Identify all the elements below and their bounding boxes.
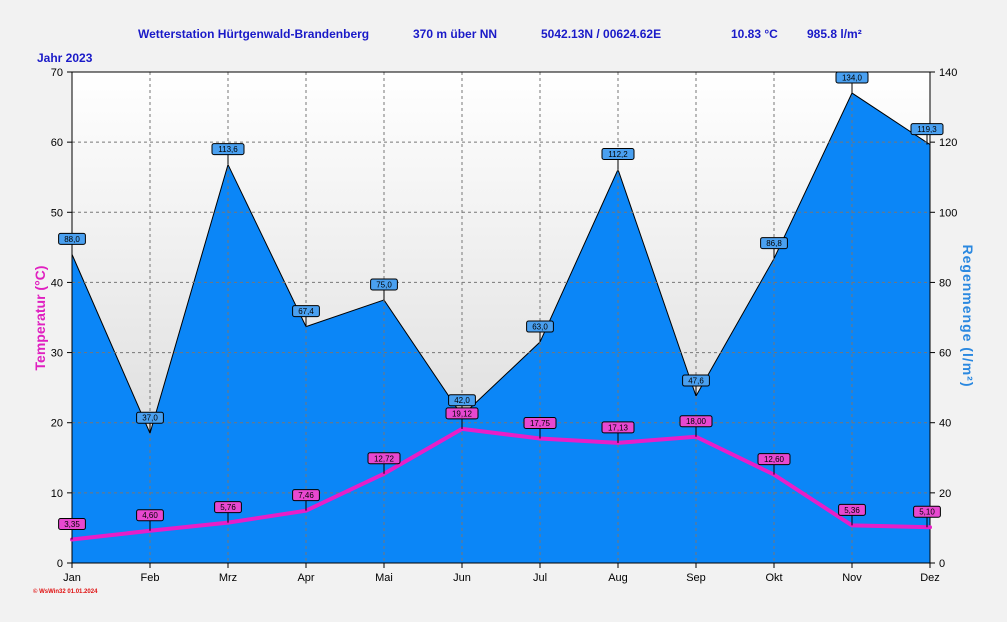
rainfall-data-label-box <box>682 374 710 387</box>
temperature-data-label-box <box>601 421 635 434</box>
temperature-data-label: 5,10 <box>919 508 935 517</box>
temperature-data-label: 5,76 <box>220 503 236 512</box>
rainfall-data-label-box <box>448 394 476 407</box>
x-axis-tick-label: Okt <box>765 572 782 584</box>
rainfall-data-label-box <box>58 232 86 245</box>
total-rainfall: 985.8 l/m² <box>807 27 862 41</box>
rainfall-data-label: 47,6 <box>688 377 704 386</box>
temperature-data-label: 12,60 <box>764 455 785 464</box>
x-axis-tick-label: Dez <box>920 572 940 584</box>
rainfall-data-label: 67,4 <box>298 307 314 316</box>
rainfall-data-label-box <box>835 71 869 84</box>
station-coordinates: 5042.13N / 00624.62E <box>541 27 662 41</box>
x-axis-tick-label: Mrz <box>219 572 237 584</box>
right-axis-tick-label: 60 <box>939 348 951 360</box>
temperature-data-label: 3,35 <box>64 520 80 529</box>
temperature-data-label: 12,72 <box>374 454 395 463</box>
rainfall-data-label: 113,6 <box>218 145 238 154</box>
chart-header: Wetterstation Hürtgenwald-Brandenberg 37… <box>0 27 1007 43</box>
right-axis-tick-label: 120 <box>939 137 957 149</box>
temperature-data-label: 5,36 <box>844 506 860 515</box>
temperature-data-label-box <box>214 501 242 514</box>
x-axis-tick-label: Aug <box>608 572 628 584</box>
year-label: Jahr 2023 <box>37 51 93 65</box>
temperature-data-label-box <box>679 415 713 428</box>
rainfall-data-label-box <box>211 143 245 156</box>
rainfall-data-label: 86,8 <box>766 239 782 248</box>
footer-credit: © WsWin32 01.01.2024 <box>33 589 98 595</box>
temperature-data-label: 4,60 <box>142 511 158 520</box>
temperature-data-label-box <box>58 518 86 531</box>
temperature-data-label-box <box>292 489 320 502</box>
rainfall-data-label: 75,0 <box>376 280 392 289</box>
station-name: Wetterstation Hürtgenwald-Brandenberg <box>138 27 370 41</box>
temperature-data-label: 17,13 <box>608 423 629 432</box>
left-axis-tick-label: 60 <box>51 137 63 149</box>
temperature-data-label: 7,46 <box>298 491 314 500</box>
temperature-data-label-box <box>838 503 866 516</box>
rainfall-data-label-box <box>370 278 398 291</box>
temperature-data-label: 18,00 <box>686 417 707 426</box>
left-axis-tick-label: 20 <box>51 418 63 430</box>
right-axis-tick-label: 100 <box>939 207 957 219</box>
rainfall-data-label: 112,2 <box>608 150 628 159</box>
rainfall-data-label-box <box>526 320 554 333</box>
right-axis-tick-label: 140 <box>939 67 957 79</box>
rainfall-data-label: 42,0 <box>454 396 470 405</box>
temperature-data-label-box <box>913 505 941 518</box>
temperature-data-label-box <box>136 509 164 522</box>
rainfall-data-label: 134,0 <box>842 74 863 83</box>
temperature-data-label-box <box>445 407 479 420</box>
x-axis-tick-label: Feb <box>141 572 160 584</box>
rainfall-outline <box>71 92 931 435</box>
x-axis-tick-label: Nov <box>842 572 862 584</box>
plot-border <box>71 71 931 564</box>
temperature-line <box>70 426 932 542</box>
x-axis-tick-label: Jan <box>63 572 81 584</box>
x-axis-tick-label: Apr <box>297 572 314 584</box>
x-axis-tick-label: Mai <box>375 572 393 584</box>
rainfall-data-label-box <box>601 147 635 160</box>
left-axis-tick-label: 10 <box>51 488 63 500</box>
rainfall-data-label-box <box>910 123 944 136</box>
temperature-data-label-box <box>523 416 557 429</box>
right-axis-tick-label: 20 <box>939 488 951 500</box>
left-axis-tick-label: 30 <box>51 348 63 360</box>
temperature-data-label-box <box>367 452 401 465</box>
average-temperature: 10.83 °C <box>731 27 778 41</box>
left-axis-tick-label: 70 <box>51 67 63 79</box>
rainfall-data-label: 63,0 <box>532 323 548 332</box>
rainfall-data-label: 119,3 <box>917 125 937 134</box>
right-axis-tick-label: 80 <box>939 277 951 289</box>
right-axis-tick-label: 40 <box>939 418 951 430</box>
station-altitude: 370 m über NN <box>413 27 498 41</box>
rainfall-data-label-box <box>136 411 164 424</box>
right-axis-tick-label: 0 <box>939 558 945 570</box>
rainfall-data-label: 88,0 <box>64 235 80 244</box>
temperature-data-label: 19,12 <box>452 409 473 418</box>
temperature-data-label-box <box>757 453 791 466</box>
x-axis-tick-label: Jul <box>533 572 547 584</box>
left-axis-tick-label: 50 <box>51 207 63 219</box>
left-axis-tick-label: 40 <box>51 277 63 289</box>
x-axis-tick-label: Jun <box>453 572 471 584</box>
x-axis-tick-label: Sep <box>686 572 706 584</box>
left-axis-tick-label: 0 <box>57 558 63 570</box>
temperature-data-label: 17,75 <box>530 419 551 428</box>
rainfall-data-label-box <box>292 305 320 318</box>
rainfall-data-label: 37,0 <box>142 414 158 423</box>
rainfall-data-label-box <box>760 237 788 250</box>
